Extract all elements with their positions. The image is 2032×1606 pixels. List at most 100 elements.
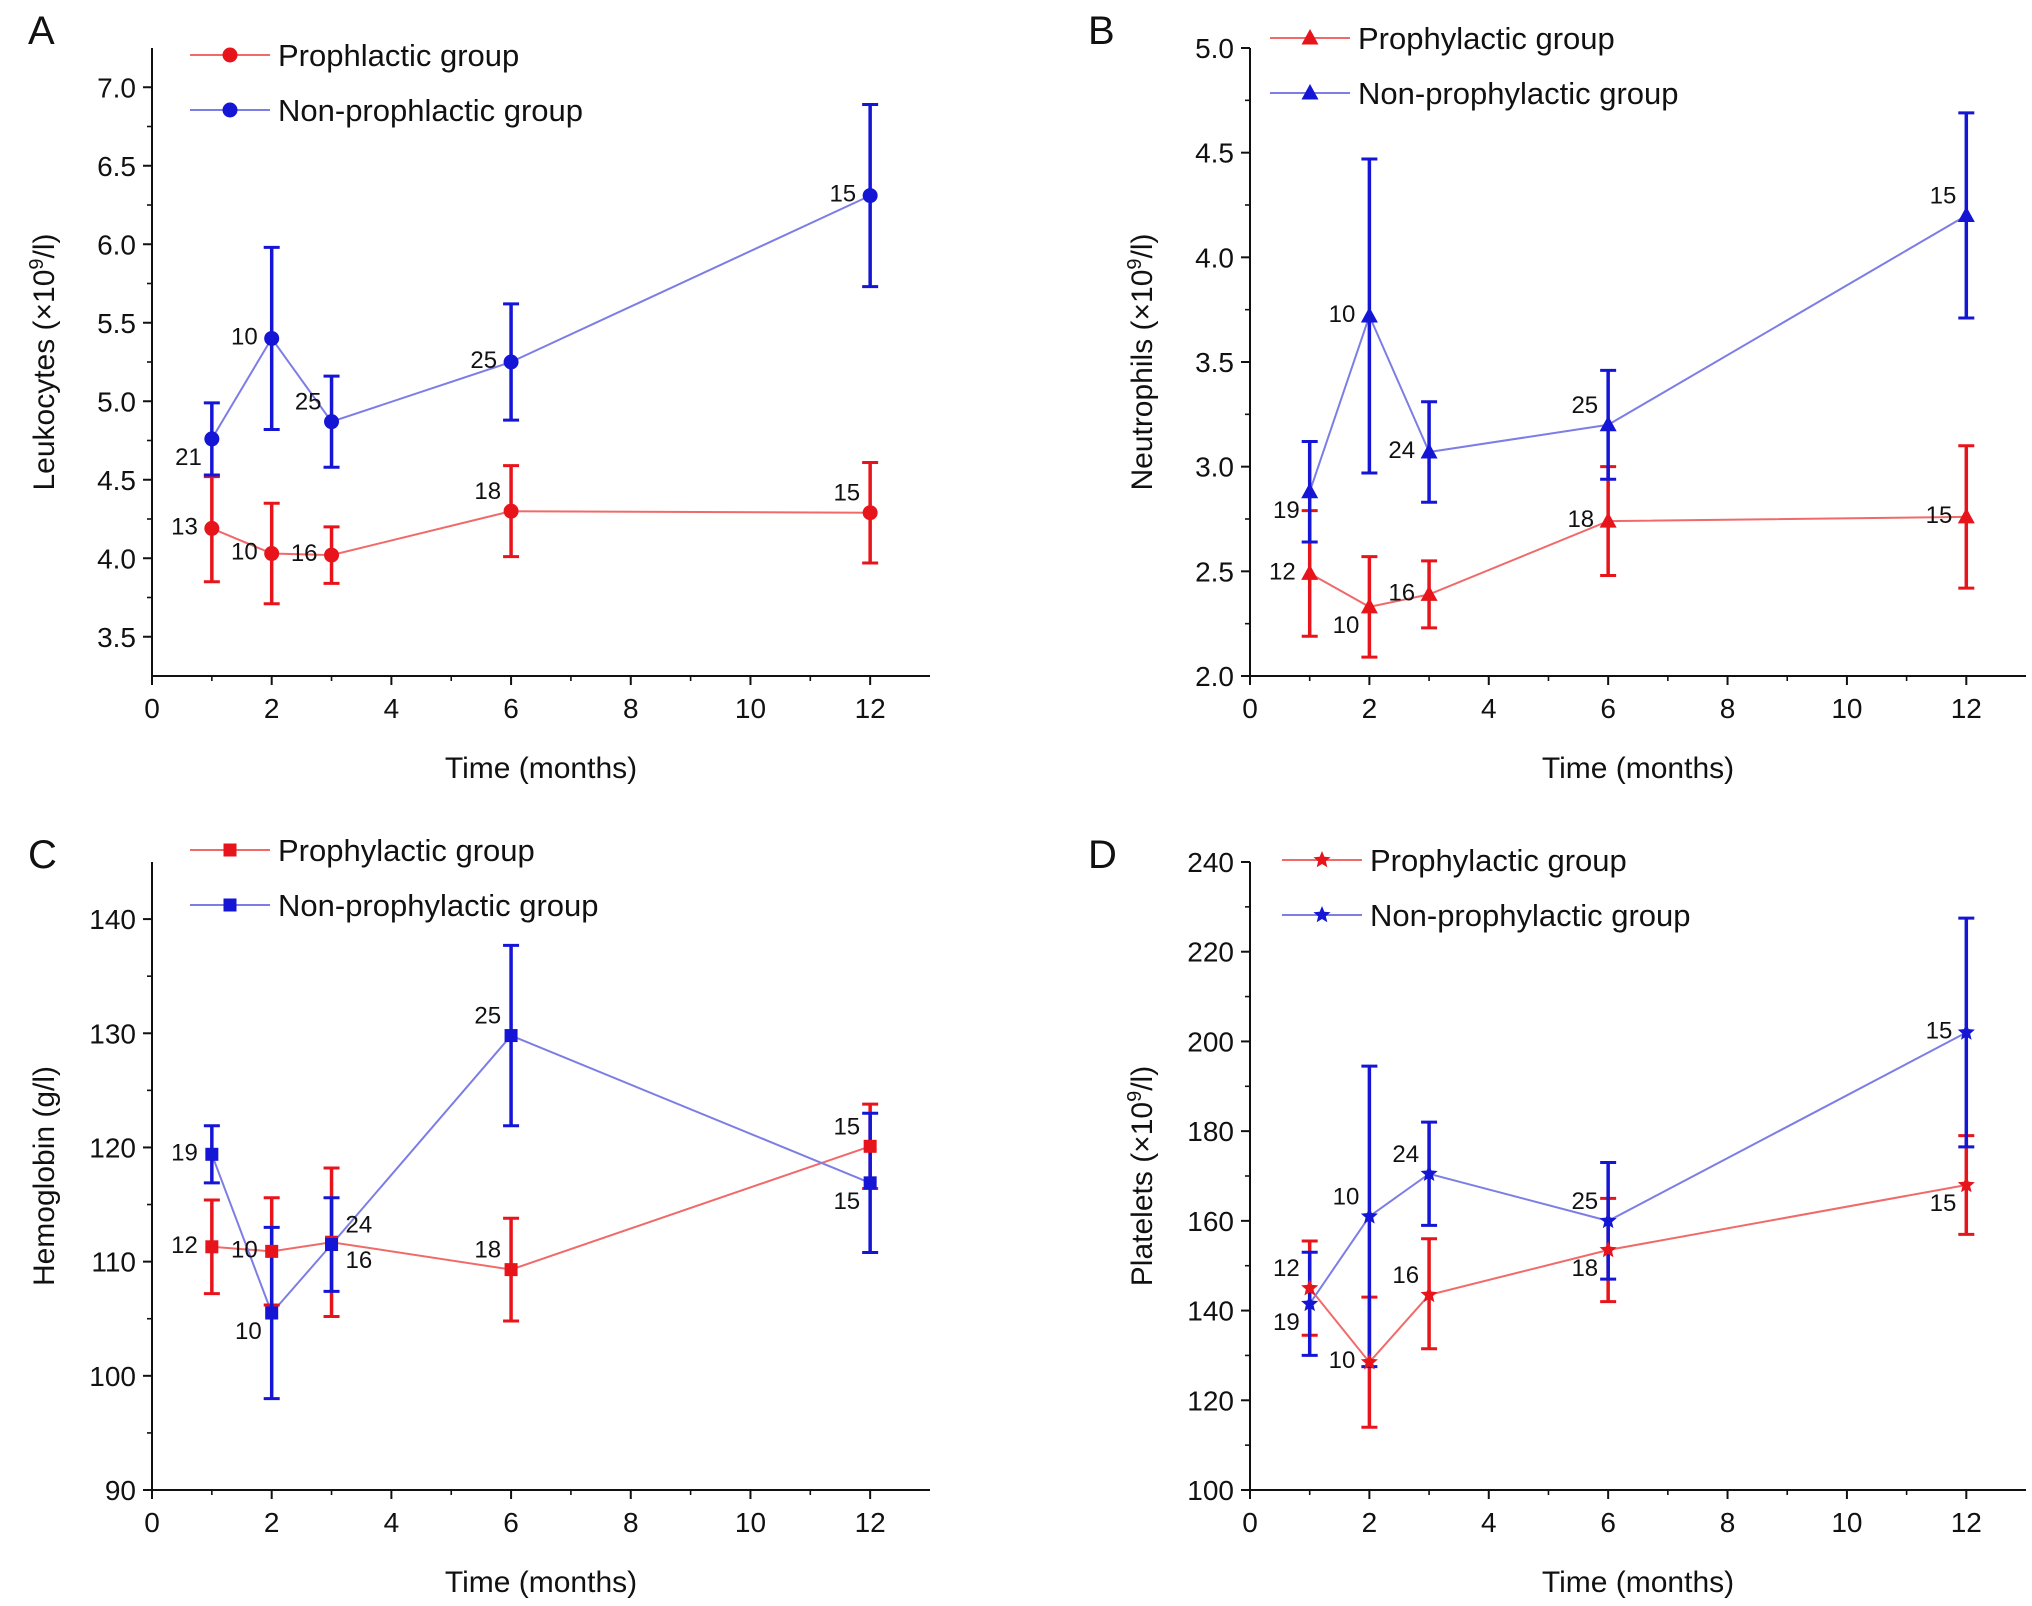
x-axis-label: Time (months) bbox=[1542, 752, 1734, 785]
y-tick-label: 3.0 bbox=[1195, 452, 1234, 483]
sample-size-label: 19 bbox=[1273, 1309, 1300, 1336]
legend-marker bbox=[1301, 84, 1319, 100]
y-tick-label: 7.0 bbox=[97, 72, 136, 103]
legend-marker bbox=[1313, 851, 1331, 868]
sample-size-label: 18 bbox=[1571, 1255, 1598, 1282]
sample-size-label: 10 bbox=[235, 1318, 262, 1345]
sample-size-label: 19 bbox=[1273, 497, 1300, 524]
y-tick-label: 120 bbox=[89, 1132, 136, 1163]
y-tick-label: 160 bbox=[1187, 1206, 1234, 1237]
sample-size-label: 25 bbox=[474, 1003, 501, 1030]
data-point bbox=[1599, 512, 1617, 528]
data-point bbox=[1301, 1279, 1319, 1296]
sample-size-label: 16 bbox=[1388, 579, 1415, 606]
sample-size-label: 12 bbox=[171, 1232, 198, 1259]
sample-size-label: 15 bbox=[1930, 182, 1957, 209]
data-point bbox=[1360, 597, 1378, 614]
x-tick-label: 0 bbox=[144, 1507, 160, 1538]
legend-marker bbox=[223, 898, 237, 912]
data-point bbox=[1599, 1241, 1617, 1258]
data-point bbox=[324, 414, 340, 430]
sample-size-label: 10 bbox=[1333, 1183, 1360, 1210]
legend-label: Non-prophylactic group bbox=[278, 888, 599, 923]
x-tick-label: 2 bbox=[1362, 693, 1378, 724]
x-tick-label: 2 bbox=[264, 1507, 280, 1538]
y-tick-label: 2.5 bbox=[1195, 556, 1234, 587]
data-point bbox=[1301, 564, 1319, 580]
data-point bbox=[1420, 1285, 1438, 1303]
x-tick-label: 2 bbox=[264, 693, 280, 724]
legend-label: Prophylactic group bbox=[278, 833, 535, 868]
data-point bbox=[504, 1029, 518, 1043]
y-tick-label: 120 bbox=[1187, 1385, 1234, 1416]
series-line bbox=[211, 1145, 871, 1271]
x-tick-label: 4 bbox=[384, 693, 400, 724]
sample-size-label: 25 bbox=[1571, 392, 1598, 419]
legend-label: Non-prophlactic group bbox=[278, 93, 583, 128]
sample-size-label: 10 bbox=[231, 1236, 258, 1263]
y-tick-label: 110 bbox=[91, 1247, 136, 1278]
axes-frame bbox=[151, 48, 930, 677]
data-point bbox=[204, 431, 220, 447]
data-point bbox=[1360, 306, 1378, 323]
data-point bbox=[1360, 1353, 1378, 1370]
sample-size-label: 25 bbox=[1571, 1188, 1598, 1215]
axes-frame bbox=[151, 862, 930, 1491]
sample-size-label: 10 bbox=[231, 323, 258, 350]
data-point bbox=[862, 505, 878, 521]
sample-size-label: 10 bbox=[1329, 301, 1356, 328]
data-point bbox=[324, 547, 340, 563]
panel-a-letter: A bbox=[28, 9, 55, 53]
sample-size-label: 15 bbox=[833, 1113, 860, 1140]
y-tick-label: 2.0 bbox=[1195, 661, 1234, 692]
sample-size-label: 10 bbox=[1329, 1347, 1356, 1374]
series-line bbox=[210, 1034, 871, 1315]
sample-size-label: 25 bbox=[295, 389, 322, 416]
x-axis-label: Time (months) bbox=[445, 752, 637, 785]
sample-size-label: 24 bbox=[1392, 1141, 1419, 1168]
sample-size-label: 25 bbox=[470, 347, 497, 374]
sample-size-label: 15 bbox=[1926, 1017, 1953, 1044]
x-tick-label: 8 bbox=[623, 1507, 639, 1538]
y-tick-label: 5.5 bbox=[97, 308, 136, 339]
data-point bbox=[1957, 206, 1975, 222]
x-axis-label: Time (months) bbox=[1542, 1566, 1734, 1599]
legend-marker bbox=[1301, 29, 1319, 45]
legend-label: Prophlactic group bbox=[278, 38, 519, 73]
sample-size-label: 12 bbox=[1269, 558, 1296, 585]
panel-d-letter: D bbox=[1088, 833, 1117, 877]
x-tick-label: 2 bbox=[1362, 1507, 1378, 1538]
data-point bbox=[1420, 1164, 1438, 1182]
y-tick-label: 200 bbox=[1187, 1026, 1234, 1057]
x-tick-label: 0 bbox=[144, 693, 160, 724]
sample-size-label: 24 bbox=[346, 1212, 373, 1239]
x-tick-label: 6 bbox=[503, 693, 519, 724]
x-tick-label: 0 bbox=[1242, 1507, 1258, 1538]
x-tick-label: 12 bbox=[1951, 1507, 1982, 1538]
y-tick-label: 4.5 bbox=[1195, 138, 1234, 169]
legend-marker bbox=[223, 843, 237, 857]
y-tick-label: 6.0 bbox=[97, 229, 136, 260]
x-tick-label: 4 bbox=[1481, 693, 1497, 724]
y-tick-label: 140 bbox=[1187, 1296, 1234, 1327]
data-point bbox=[264, 330, 280, 346]
data-point bbox=[265, 1244, 279, 1258]
data-point bbox=[1599, 1211, 1617, 1229]
data-point bbox=[205, 1240, 219, 1254]
sample-size-label: 12 bbox=[1273, 1255, 1300, 1282]
sample-size-label: 24 bbox=[1388, 437, 1415, 464]
sample-size-label: 16 bbox=[1392, 1262, 1419, 1289]
y-axis-label: Leukocytes (×109/l) bbox=[26, 233, 61, 490]
x-tick-label: 12 bbox=[855, 693, 886, 724]
sample-size-label: 15 bbox=[1930, 1190, 1957, 1217]
data-point bbox=[503, 354, 519, 370]
sample-size-label: 21 bbox=[175, 444, 202, 471]
data-point bbox=[1301, 482, 1319, 499]
y-tick-label: 3.5 bbox=[1195, 347, 1234, 378]
data-point bbox=[265, 1306, 279, 1320]
x-tick-label: 4 bbox=[384, 1507, 400, 1538]
y-tick-label: 4.0 bbox=[97, 543, 136, 574]
x-tick-label: 4 bbox=[1481, 1507, 1497, 1538]
